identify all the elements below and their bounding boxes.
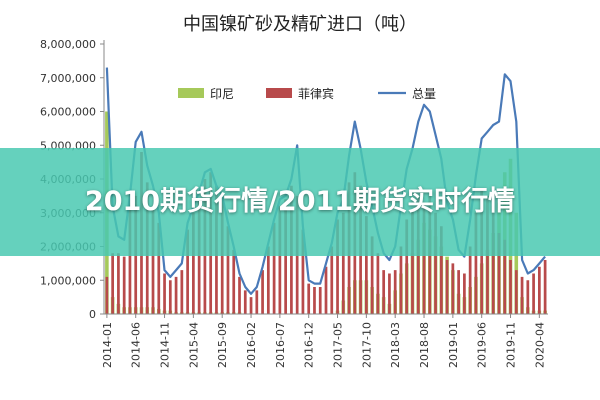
indonesia-bar (514, 212, 519, 314)
philippines-bar (249, 297, 253, 314)
philippines-bar (232, 249, 236, 314)
philippines-bar (463, 273, 466, 314)
philippines-bar (336, 219, 339, 314)
x-tick-label: 2016-07 (274, 322, 287, 368)
philippines-bar (128, 202, 132, 314)
philippines-bar (111, 253, 115, 314)
y-tick-label: 1,000,000 (40, 274, 96, 287)
philippines-bar (186, 229, 189, 314)
philippines-bar (255, 290, 259, 314)
y-tick-label: 7,000,000 (40, 72, 96, 85)
legend-label-philippines: 菲律宾 (298, 86, 334, 101)
x-tick-label: 2020-04 (533, 322, 546, 368)
legend-label-total: 总量 (412, 87, 436, 101)
x-tick-label: 2019-11 (505, 322, 518, 368)
philippines-bar (370, 236, 374, 314)
philippines-bar (422, 202, 426, 314)
philippines-bar (445, 260, 449, 314)
philippines-bar (261, 270, 264, 314)
x-tick-label: 2016-02 (245, 322, 258, 368)
philippines-bar (163, 273, 166, 314)
x-tick-label: 2017-05 (332, 322, 345, 368)
philippines-bar (157, 222, 161, 314)
philippines-bar (243, 290, 247, 314)
philippines-bar (399, 246, 403, 314)
chart-title: 中国镍矿砂及精矿进口（吨） (183, 14, 417, 35)
philippines-bar (318, 287, 322, 314)
philippines-bar (509, 260, 512, 314)
legend-label-indonesia: 印尼 (210, 87, 234, 101)
legend-swatch-indonesia (178, 88, 204, 98)
philippines-bar (434, 212, 437, 314)
philippines-bar (532, 273, 535, 314)
philippines-bar (341, 212, 345, 314)
philippines-bar (168, 280, 172, 314)
philippines-bar (382, 270, 386, 314)
philippines-bar (388, 273, 391, 314)
philippines-bar (278, 206, 282, 314)
x-tick-label: 2017-10 (360, 322, 373, 368)
philippines-bar (451, 263, 455, 314)
philippines-bar (122, 256, 126, 314)
philippines-bar (405, 219, 409, 314)
x-tick-label: 2015-09 (216, 322, 229, 368)
philippines-bar (411, 209, 414, 314)
philippines-bar (474, 212, 478, 314)
x-tick-label: 2014-01 (101, 322, 114, 368)
x-tick-label: 2019-01 (447, 322, 460, 368)
philippines-bar (238, 276, 241, 314)
legend: 印尼 菲律宾 总量 (178, 86, 436, 101)
philippines-bar (526, 280, 530, 314)
philippines-bar (266, 246, 270, 314)
philippines-bar (491, 206, 495, 314)
philippines-bar (301, 229, 305, 314)
philippines-bar (272, 222, 276, 314)
philippines-bar (376, 253, 380, 314)
x-tick-label: 2015-04 (187, 322, 200, 368)
y-tick-label: 8,000,000 (40, 38, 96, 51)
x-tick-label: 2018-08 (418, 322, 431, 368)
x-tick-label: 2014-11 (159, 322, 172, 368)
philippines-bar (180, 270, 184, 314)
philippines-bar (197, 199, 201, 314)
philippines-bar (393, 270, 397, 314)
x-tick-label: 2019-06 (476, 322, 489, 368)
philippines-bar (284, 199, 287, 314)
philippines-bar (537, 266, 541, 314)
x-axis: 2014-01 2014-06 2014-11 2015-04 2015-09 2016-… (101, 313, 548, 368)
philippines-bar (365, 216, 368, 314)
y-tick-label: 0 (89, 308, 96, 321)
philippines-bar (313, 287, 316, 314)
headline-text: 2010期货行情/2011期货实时行情 (84, 186, 516, 217)
legend-swatch-philippines (266, 88, 292, 98)
x-tick-label: 2016-12 (303, 322, 316, 368)
philippines-bar (105, 276, 109, 314)
x-tick-label: 2018-03 (389, 322, 402, 368)
philippines-bar (439, 226, 443, 314)
philippines-bar (520, 276, 524, 314)
philippines-bar (514, 270, 518, 314)
philippines-bar (543, 260, 547, 314)
philippines-bar (151, 206, 155, 314)
philippines-bar (226, 226, 230, 314)
philippines-bar (457, 270, 460, 314)
philippines-bar (468, 246, 472, 314)
philippines-bar (324, 266, 328, 314)
philippines-bar (174, 276, 178, 314)
philippines-bar (497, 233, 501, 314)
headline-banner: 2010期货行情/2011期货实时行情 (0, 148, 600, 256)
philippines-bar (330, 246, 334, 314)
x-tick-label: 2014-06 (130, 322, 143, 368)
philippines-bar (220, 199, 224, 314)
philippines-bar (307, 283, 311, 314)
philippines-bar (192, 212, 195, 314)
philippines-bar (503, 239, 507, 314)
y-tick-label: 6,000,000 (40, 106, 96, 119)
philippines-bar (117, 253, 120, 314)
